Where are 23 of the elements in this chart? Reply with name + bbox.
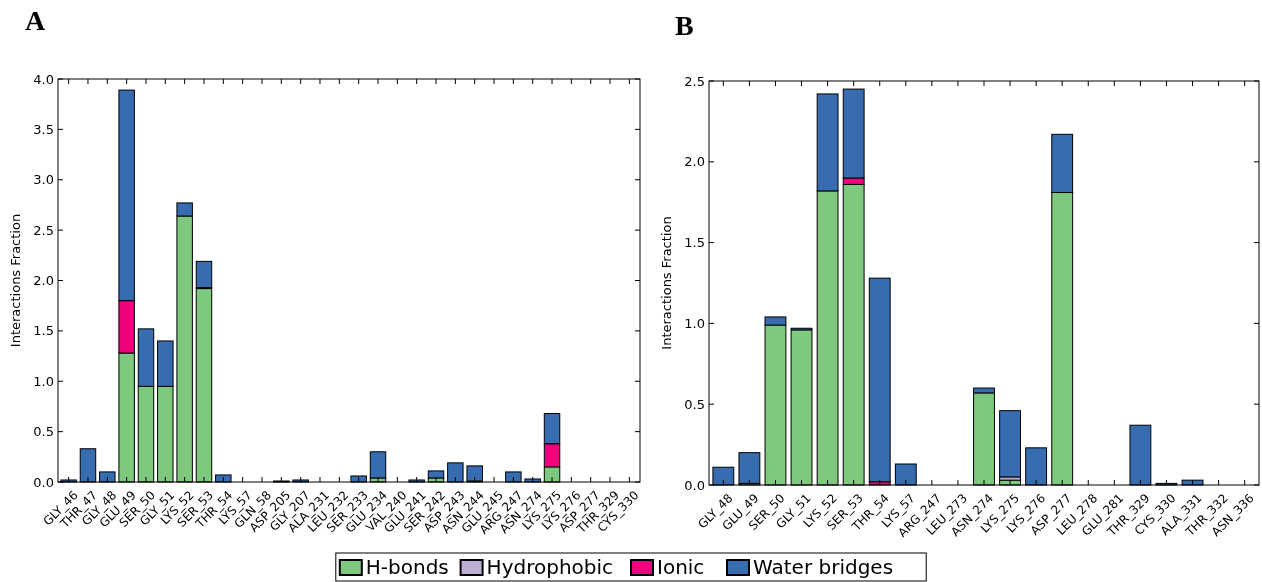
- y-tick-label: 1.5: [684, 235, 705, 251]
- y-tick-label: 4.0: [33, 71, 54, 87]
- y-tick-label: 1.5: [33, 323, 54, 339]
- y-tick-label: 2.5: [33, 222, 54, 238]
- chart-title: B: [675, 10, 694, 41]
- y-tick-label: 2.0: [684, 154, 705, 170]
- y-tick-label: 0.5: [33, 424, 54, 440]
- legend-label: Water bridges: [753, 555, 894, 579]
- y-axis-title: Interactions Fraction: [8, 213, 23, 348]
- y-tick-label: 1.0: [684, 315, 705, 331]
- y-tick-label: 0.0: [33, 474, 54, 490]
- y-tick-label: 3.0: [33, 172, 54, 188]
- legend-label: H-bonds: [365, 555, 449, 579]
- y-tick-label: 2.5: [684, 73, 705, 89]
- legend-label: Ionic: [657, 555, 705, 579]
- y-tick-label: 0.0: [684, 477, 705, 493]
- y-tick-label: 1.0: [33, 373, 54, 389]
- y-axis-title: Interactions Fraction: [659, 216, 674, 350]
- y-tick-label: 0.5: [684, 396, 705, 412]
- legend-label: Hydrophobic: [486, 555, 614, 579]
- chart-title: A: [25, 5, 46, 36]
- y-tick-label: 2.0: [33, 273, 54, 289]
- y-tick-label: 3.5: [33, 121, 54, 137]
